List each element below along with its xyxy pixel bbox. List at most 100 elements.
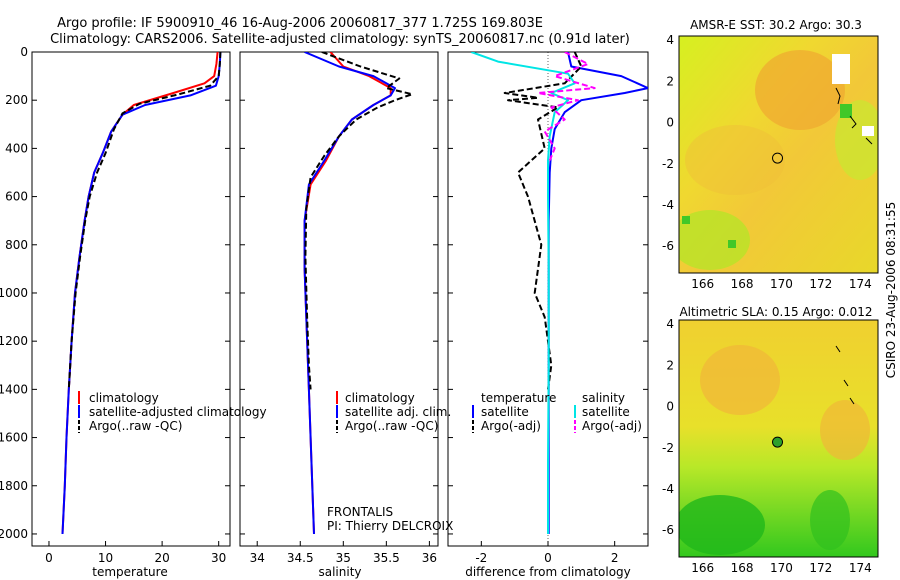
- legend-label-argo: Argo(..raw -QC): [89, 419, 182, 433]
- y-tick-label: 2000: [0, 527, 28, 541]
- sla-map-title: Altimetric SLA: 0.15 Argo: 0.012: [679, 305, 872, 319]
- sst-missing-data: [832, 54, 850, 84]
- salinity-axes-frame: [239, 51, 439, 547]
- map-y-tick-label: -6: [662, 523, 674, 537]
- difference-axis-label: difference from climatology: [465, 565, 631, 579]
- sst-warm-patch: [685, 125, 785, 195]
- series-line-salinity-argo-adj-: [537, 52, 596, 161]
- legend-label-temp-argo: Argo(-adj): [481, 419, 541, 433]
- map-x-tick-label: 168: [731, 561, 754, 575]
- legend-label-satellite: satellite-adjusted climatology: [89, 405, 267, 419]
- sst-cool-patch: [835, 100, 878, 180]
- sla-map-frame: [678, 319, 879, 558]
- legend-label-satellite: satellite adj. clim.: [345, 405, 451, 419]
- y-tick-label: 1800: [0, 479, 28, 493]
- x-tick-label: -2: [475, 551, 487, 565]
- header-line-1: Argo profile: IF 5900910_46 16-Aug-2006 …: [57, 16, 543, 31]
- series-line-satellite-adjusted-climatology: [61, 52, 222, 535]
- y-tick-label: 600: [5, 190, 28, 204]
- y-tick-label: 1000: [0, 286, 28, 300]
- map-y-tick-label: 0: [666, 400, 674, 414]
- map-y-tick-label: 4: [666, 317, 674, 331]
- side-stamp: CSIRO 23-Aug-2006 08:31:55: [884, 202, 898, 378]
- sst-map-title: AMSR-E SST: 30.2 Argo: 30.3: [690, 18, 862, 32]
- salinity-legend: climatology satellite adj. clim. Argo(..…: [336, 391, 451, 433]
- legend-label-sal-satellite: satellite: [582, 405, 630, 419]
- x-tick-label: 35.5: [373, 551, 400, 565]
- temperature-axes-frame: [31, 51, 231, 547]
- x-tick-label: 35: [336, 551, 351, 565]
- y-tick-label: 800: [5, 238, 28, 252]
- sla-low-patch: [810, 490, 850, 550]
- sst-missing-data: [862, 126, 874, 136]
- map-y-tick-label: -4: [662, 482, 674, 496]
- y-tick-label: 0: [20, 45, 28, 59]
- map-y-tick-label: 4: [666, 33, 674, 47]
- y-tick-label: 1600: [0, 431, 28, 445]
- sst-coastline: [835, 87, 873, 145]
- map-x-tick-label: 174: [849, 561, 872, 575]
- map-y-tick-label: 2: [666, 74, 674, 88]
- series-line-argo-raw-qc-: [304, 52, 414, 390]
- legend-label-argo: Argo(..raw -QC): [345, 419, 438, 433]
- sst-green-patch: [682, 216, 690, 224]
- y-tick-label: 1400: [0, 382, 28, 396]
- difference-legend: temperature salinity satellite Argo(-adj…: [472, 391, 642, 433]
- legend-title-salinity: salinity: [582, 391, 625, 405]
- salinity-axis-label: salinity: [318, 565, 361, 579]
- y-tick-label: 1200: [0, 334, 28, 348]
- series-line-satellite-adj-clim-: [303, 52, 396, 535]
- series-line-temperature-argo-adj-: [503, 52, 583, 390]
- sla-high-patch: [820, 400, 870, 460]
- legend-title-temperature: temperature: [481, 391, 556, 405]
- sst-green-patch: [840, 104, 852, 118]
- sla-map: [679, 320, 878, 557]
- map-x-tick-label: 174: [849, 277, 872, 291]
- sst-argo-marker: [772, 152, 784, 164]
- y-tick-label: 400: [5, 141, 28, 155]
- map-x-tick-label: 170: [770, 561, 793, 575]
- sla-high-patch: [700, 345, 780, 415]
- map-x-tick-label: 172: [809, 561, 832, 575]
- map-x-tick-label: 166: [691, 277, 714, 291]
- map-x-tick-label: 170: [770, 277, 793, 291]
- series-line-salinity-satellite: [470, 52, 576, 534]
- x-tick-label: 0: [45, 551, 53, 565]
- pi-name: PI: Thierry DELCROIX: [327, 519, 453, 533]
- legend-label-sal-argo: Argo(-adj): [582, 419, 642, 433]
- ticks-layer: 0 10 20 30020040060080010001200140016001800…: [0, 33, 872, 575]
- difference-series-group: [470, 52, 648, 534]
- map-y-tick-label: -2: [662, 441, 674, 455]
- sla-argo-marker: [772, 436, 784, 448]
- x-tick-label: 36: [422, 551, 437, 565]
- sst-cool-patch: [679, 210, 750, 270]
- x-tick-label: 2: [611, 551, 619, 565]
- map-y-tick-label: 2: [666, 358, 674, 372]
- sla-low-patch: [679, 495, 765, 555]
- header-line-2: Climatology: CARS2006. Satellite-adjuste…: [50, 32, 630, 47]
- sst-map-frame: [678, 35, 879, 274]
- temperature-axis-label: temperature: [92, 565, 167, 579]
- salinity-series-group: [303, 52, 414, 535]
- map-y-tick-label: 0: [666, 116, 674, 130]
- legend-label-temp-satellite: satellite: [481, 405, 529, 419]
- legend-label-climatology: climatology: [345, 391, 415, 405]
- x-tick-label: 0: [544, 551, 552, 565]
- x-tick-label: 34.5: [287, 551, 314, 565]
- map-x-tick-label: 168: [731, 277, 754, 291]
- map-x-tick-label: 172: [809, 277, 832, 291]
- map-y-tick-label: -2: [662, 157, 674, 171]
- x-tick-label: 34: [250, 551, 265, 565]
- sst-map: [679, 36, 878, 273]
- float-program-name: FRONTALIS: [327, 505, 393, 519]
- map-x-tick-label: 166: [691, 561, 714, 575]
- y-tick-label: 200: [5, 93, 28, 107]
- x-tick-label: 30: [211, 551, 226, 565]
- sst-green-patch: [728, 240, 736, 248]
- lines-layer: [61, 52, 648, 535]
- temperature-series-group: [61, 52, 222, 535]
- x-tick-label: 10: [98, 551, 113, 565]
- x-tick-label: 20: [154, 551, 169, 565]
- temperature-legend: climatology satellite-adjusted climatolo…: [78, 391, 267, 433]
- legend-label-climatology: climatology: [89, 391, 159, 405]
